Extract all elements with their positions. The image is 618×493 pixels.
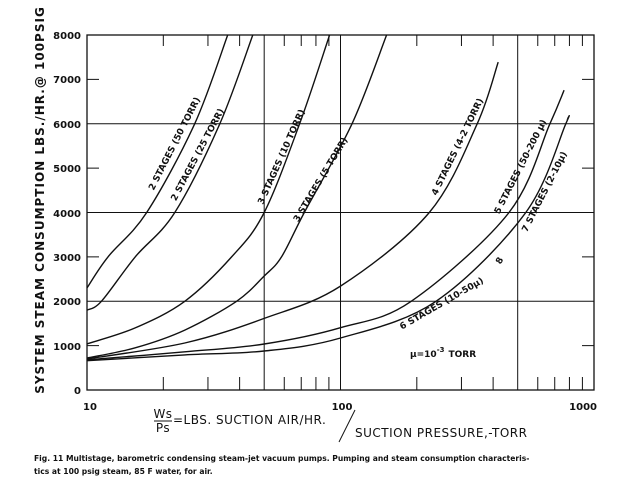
y-tick-label: 0 bbox=[74, 386, 81, 397]
y-tick-label: 7000 bbox=[53, 75, 81, 86]
x-axis-fraction-numerator: Ws bbox=[153, 407, 172, 421]
curve-label: 4 STAGES (4-2 TORR) bbox=[430, 97, 486, 197]
figure-caption-line2: tics at 100 psig steam, 85 F water, for … bbox=[34, 467, 213, 476]
curve-label: 3 STAGES (5 TORR) bbox=[292, 136, 350, 224]
y-axis-title: SYSTEM STEAM CONSUMPTION LBS./HR.@ 100PS… bbox=[33, 6, 47, 394]
y-tick-label: 3000 bbox=[53, 253, 81, 264]
x-axis-title-part2: SUCTION PRESSURE,-TORR bbox=[355, 426, 527, 440]
y-tick-label: 5000 bbox=[53, 164, 81, 175]
y-tick-label: 6000 bbox=[53, 120, 81, 131]
grid bbox=[86, 34, 595, 391]
y-tick-label: 4000 bbox=[53, 209, 81, 220]
x-axis-title-part1: =LBS. SUCTION AIR/HR. bbox=[173, 413, 326, 427]
curve-label: 8 bbox=[494, 256, 506, 266]
figure-caption-line1: Fig. 11 Multistage, barometric condensin… bbox=[34, 454, 529, 463]
series-curve bbox=[86, 115, 570, 362]
x-axis-fraction-denominator: Ps bbox=[156, 421, 170, 435]
series-curve bbox=[86, 34, 229, 289]
y-tick-label: 1000 bbox=[53, 342, 81, 353]
curves bbox=[86, 34, 570, 362]
mu-annotation: µ=10-3 TORR bbox=[410, 346, 476, 360]
series-curve bbox=[86, 89, 565, 361]
series-curve bbox=[86, 34, 388, 359]
y-tick-label: 2000 bbox=[53, 297, 81, 308]
x-tick-label: 100 bbox=[332, 402, 353, 413]
y-tick-label: 8000 bbox=[53, 31, 81, 42]
series-curve bbox=[86, 34, 254, 311]
curve-label: 2 STAGES (25 TORR) bbox=[170, 107, 227, 203]
ticks bbox=[87, 35, 594, 390]
x-tick-label: 10 bbox=[83, 402, 97, 413]
division-slash bbox=[338, 409, 356, 443]
x-tick-label: 1000 bbox=[569, 402, 597, 413]
series-curve bbox=[86, 61, 499, 360]
curve-label: 6 STAGES (10-50µ) bbox=[398, 276, 485, 332]
series-curve bbox=[86, 34, 331, 345]
